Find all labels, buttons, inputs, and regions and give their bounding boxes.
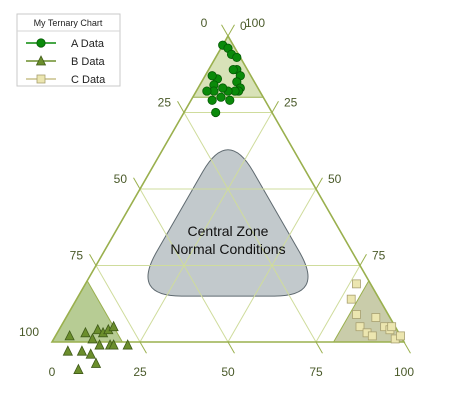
grid-line bbox=[183, 112, 317, 343]
apex-tick-label: 100 bbox=[245, 16, 265, 30]
b-data-point bbox=[94, 339, 105, 350]
a-data-point bbox=[228, 65, 238, 75]
b-data-point bbox=[90, 357, 102, 368]
a-data-point bbox=[216, 92, 226, 102]
b-data-point bbox=[122, 339, 133, 350]
b-data-point bbox=[64, 329, 75, 341]
a-data-point bbox=[211, 107, 221, 118]
grid-line bbox=[139, 112, 273, 343]
central-zone-label-line-1: Central Zone bbox=[188, 223, 269, 239]
tick-mark bbox=[315, 341, 323, 354]
central-zone-label-line-2: Normal Conditions bbox=[170, 241, 285, 257]
left-tick-label: 75 bbox=[70, 249, 84, 263]
a-data-point bbox=[225, 95, 235, 105]
bottom-tick-label: 25 bbox=[133, 365, 147, 379]
tick-mark bbox=[221, 24, 229, 37]
right-axis-tick-labels: 0 25 50 75 bbox=[240, 19, 386, 263]
legend-entry-label: A Data bbox=[71, 38, 105, 50]
right-tick-label: 75 bbox=[372, 249, 386, 263]
bottom-tick-label: 100 bbox=[394, 365, 414, 379]
b-data-point bbox=[92, 323, 103, 335]
tick-mark bbox=[403, 341, 411, 354]
legend-circle-icon bbox=[36, 38, 46, 48]
legend-entries: A Data B Data C Data bbox=[26, 38, 106, 86]
tick-mark bbox=[133, 177, 141, 190]
c-data-point bbox=[396, 331, 405, 341]
right-tick-label: 0 bbox=[240, 19, 247, 33]
c-data-point bbox=[352, 310, 361, 319]
tick-mark bbox=[359, 253, 367, 266]
bottom-tick-label: 75 bbox=[309, 365, 323, 379]
a-data-point bbox=[218, 83, 228, 93]
c-data-point bbox=[371, 313, 381, 322]
tick-mark bbox=[89, 253, 97, 266]
tick-mark bbox=[271, 100, 279, 113]
b-data-point bbox=[76, 345, 88, 356]
a-data-point bbox=[207, 95, 217, 105]
apex-tick-label: 0 bbox=[201, 16, 208, 30]
tick-mark bbox=[315, 177, 323, 190]
central-zone-region bbox=[147, 149, 309, 297]
c-data-point bbox=[387, 322, 397, 332]
c-data-point bbox=[355, 322, 365, 332]
bottom-axis-tick-labels: 0 25 50 75 100 bbox=[49, 365, 415, 379]
tick-mark bbox=[227, 24, 235, 37]
b-data-point bbox=[108, 339, 119, 350]
bottom-tick-label: 50 bbox=[221, 365, 235, 379]
left-axis-tick-labels: 25 50 75 100 bbox=[19, 96, 171, 340]
b-data-point bbox=[108, 320, 119, 332]
legend-triangle-icon bbox=[35, 55, 47, 66]
legend-square-icon bbox=[36, 74, 46, 84]
legend-box bbox=[16, 13, 121, 87]
left-tick-label: 100 bbox=[19, 325, 39, 339]
tick-mark bbox=[227, 341, 235, 354]
right-tick-label: 50 bbox=[328, 172, 342, 186]
legend-entry-label: B Data bbox=[71, 56, 106, 68]
a-data-point bbox=[232, 52, 242, 63]
legend: My Ternary Chart A Data B Data C Data bbox=[16, 13, 121, 87]
data-points-layer bbox=[62, 40, 405, 374]
c-data-point bbox=[352, 279, 361, 289]
legend-title: My Ternary Chart bbox=[34, 18, 103, 28]
right-tick-label: 25 bbox=[284, 96, 298, 110]
b-data-point bbox=[62, 345, 73, 356]
grid-line bbox=[315, 265, 361, 343]
bottom-tick-label: 0 bbox=[49, 365, 56, 379]
outer-tick-marks bbox=[89, 24, 411, 354]
b-data-point bbox=[85, 348, 96, 359]
c-data-point bbox=[367, 331, 377, 341]
grid-line bbox=[95, 265, 141, 343]
tick-mark bbox=[139, 341, 147, 354]
a-data-point bbox=[202, 86, 212, 96]
a-data-point bbox=[207, 71, 217, 81]
ternary-grid bbox=[95, 112, 361, 343]
b-data-point bbox=[87, 333, 98, 344]
apex-tick-labels: 0 100 bbox=[201, 16, 266, 30]
left-tick-label: 25 bbox=[158, 96, 172, 110]
tick-mark bbox=[177, 100, 185, 113]
b-data-point bbox=[80, 326, 91, 338]
c-data-point bbox=[346, 294, 356, 304]
left-tick-label: 50 bbox=[114, 172, 128, 186]
legend-entry-label: C Data bbox=[71, 74, 106, 86]
b-data-point bbox=[73, 363, 84, 374]
